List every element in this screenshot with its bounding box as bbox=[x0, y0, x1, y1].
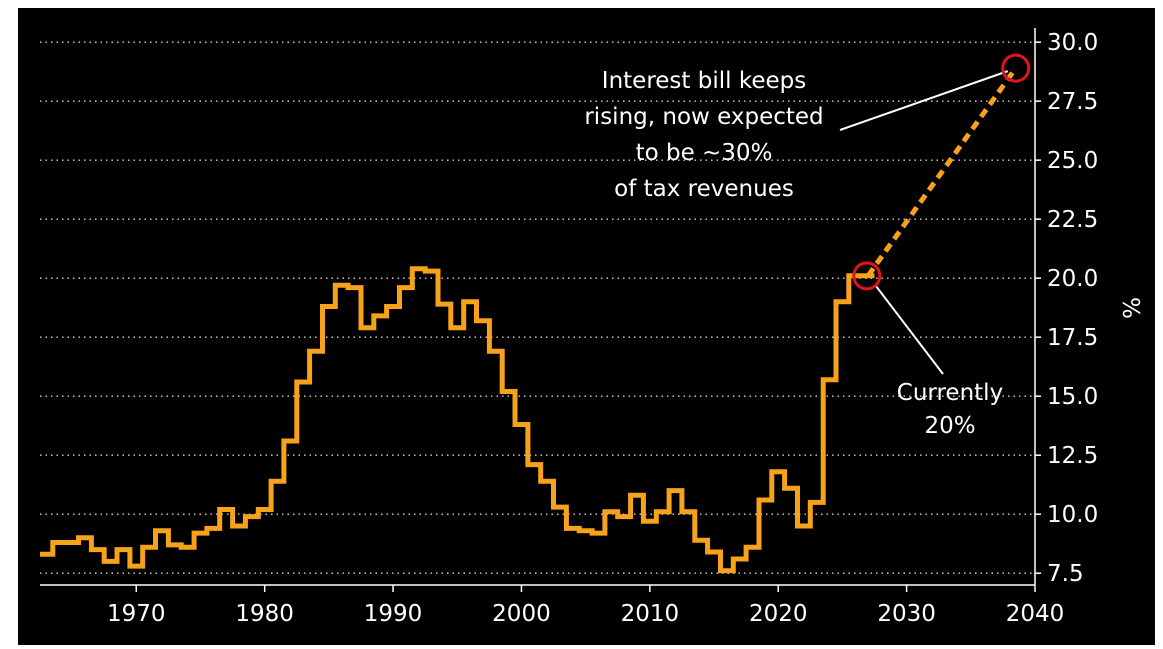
series-layer bbox=[40, 66, 1018, 574]
series-line-projection bbox=[866, 66, 1018, 278]
highlight-circle-projection bbox=[1001, 53, 1031, 83]
annotation-text-current: 20% bbox=[924, 413, 975, 439]
y-tick-label: 15.0 bbox=[1047, 384, 1098, 410]
x-axis-ticks: 1970 1980 1990 2000 2010 2020 2030 2040 bbox=[107, 585, 1064, 627]
y-tick-label: 30.0 bbox=[1047, 30, 1098, 56]
y-tick-label: 17.5 bbox=[1047, 325, 1098, 351]
x-tick-label: 2040 bbox=[1006, 601, 1065, 627]
annotations: Interest bill keeps rising, now expected t… bbox=[584, 53, 1031, 439]
x-tick-label: 1970 bbox=[107, 601, 166, 627]
x-tick-label: 1980 bbox=[235, 601, 294, 627]
y-tick-label: 27.5 bbox=[1047, 89, 1098, 115]
annotation-text-projection: rising, now expected bbox=[584, 104, 823, 130]
y-axis-label: % bbox=[1120, 297, 1146, 319]
x-tick-label: 2000 bbox=[492, 601, 551, 627]
chart-panel: 1970 1980 1990 2000 2010 2020 2030 2040 7.5 10.0… bbox=[18, 8, 1155, 645]
y-tick-label: 7.5 bbox=[1047, 561, 1084, 587]
y-tick-label: 20.0 bbox=[1047, 266, 1098, 292]
series-line-history bbox=[40, 266, 875, 574]
x-tick-label: 2020 bbox=[749, 601, 808, 627]
x-tick-label: 2030 bbox=[877, 601, 936, 627]
y-tick-label: 12.5 bbox=[1047, 443, 1098, 469]
y-tick-label: 22.5 bbox=[1047, 207, 1098, 233]
gridlines bbox=[40, 41, 1035, 574]
annotation-text-projection: to be ~30% bbox=[636, 140, 773, 166]
annotation-text-projection: of tax revenues bbox=[614, 176, 794, 202]
annotation-pointer-current bbox=[875, 285, 944, 375]
y-axis-ticks: 7.5 10.0 12.5 15.0 17.5 20.0 22.5 25.0 27.5 30.0 bbox=[1035, 30, 1098, 587]
annotation-pointer-projection bbox=[839, 70, 1009, 131]
annotation-text-projection: Interest bill keeps bbox=[602, 68, 806, 94]
y-tick-label: 25.0 bbox=[1047, 148, 1098, 174]
x-tick-label: 2010 bbox=[621, 601, 680, 627]
x-tick-label: 1990 bbox=[364, 601, 423, 627]
highlight-circle-current bbox=[852, 261, 882, 291]
annotation-text-current: Currently bbox=[897, 380, 1003, 406]
y-tick-label: 10.0 bbox=[1047, 502, 1098, 528]
chart-svg: 1970 1980 1990 2000 2010 2020 2030 2040 7.5 10.0… bbox=[40, 28, 1146, 627]
axes bbox=[40, 28, 1036, 586]
